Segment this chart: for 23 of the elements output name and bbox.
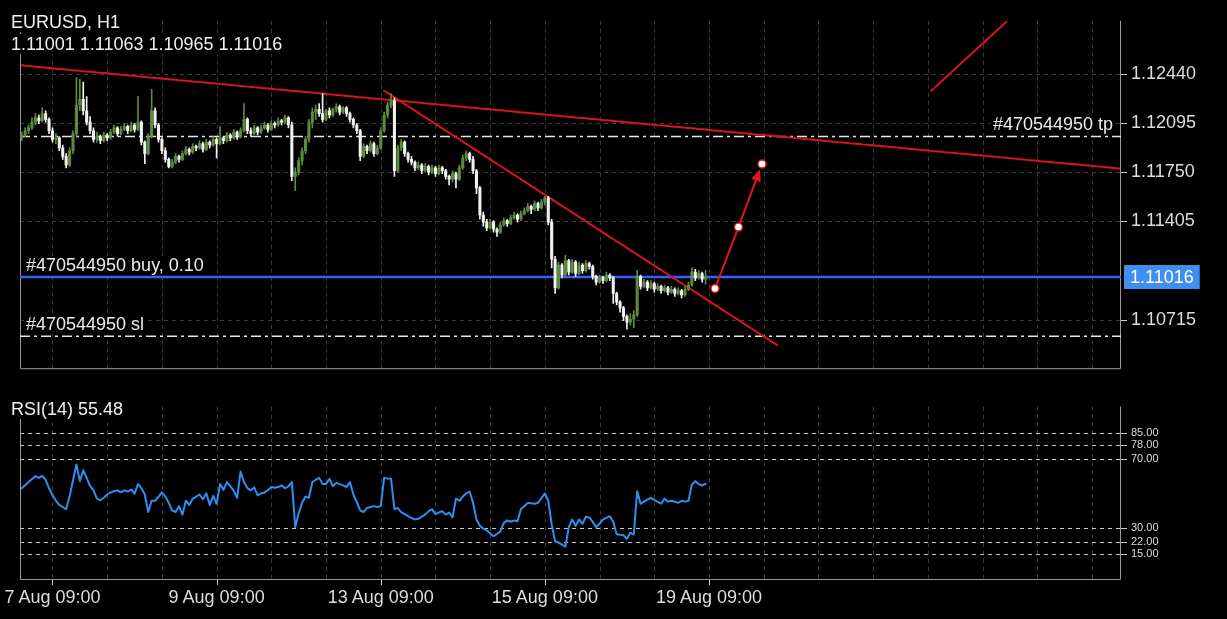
x-tick-label: 13 Aug 09:00	[327, 586, 434, 607]
chart-title: RSI(14) 55.48	[8, 399, 127, 419]
text: 1.11016	[1130, 266, 1194, 287]
x-tick-label: 19 Aug 09:00	[655, 586, 763, 607]
y-tick-label: 78.00	[1131, 437, 1159, 450]
y-tick-label: 70.00	[1131, 451, 1159, 464]
y-tick-label: 30.00	[1131, 521, 1159, 534]
ref-line-label: #470544950 sl	[26, 314, 145, 335]
y-tick-label: 1.12440	[1131, 62, 1197, 83]
ref-line-label: #470544950 buy, 0.10	[26, 254, 204, 275]
y-tick-label: 22.00	[1131, 534, 1159, 547]
y-tick-label: 1.11750	[1131, 161, 1195, 182]
y-tick-label: 1.11405	[1131, 210, 1195, 231]
text: 1.11001 1.11063 1.10965 1.11016	[8, 34, 286, 54]
chart-title: EURUSD, H1	[8, 12, 124, 32]
x-tick-label: 7 Aug 09:00	[4, 586, 101, 607]
y-tick-label: 1.12095	[1131, 111, 1197, 132]
x-tick-label: 15 Aug 09:00	[491, 586, 598, 607]
y-tick-label: 15.00	[1131, 547, 1159, 560]
ref-line-label: #470544950 tp	[992, 114, 1113, 135]
x-tick-label: 9 Aug 09:00	[168, 586, 265, 607]
y-tick-label: 85.00	[1131, 425, 1159, 438]
y-tick-label: 1.10715	[1131, 308, 1197, 329]
